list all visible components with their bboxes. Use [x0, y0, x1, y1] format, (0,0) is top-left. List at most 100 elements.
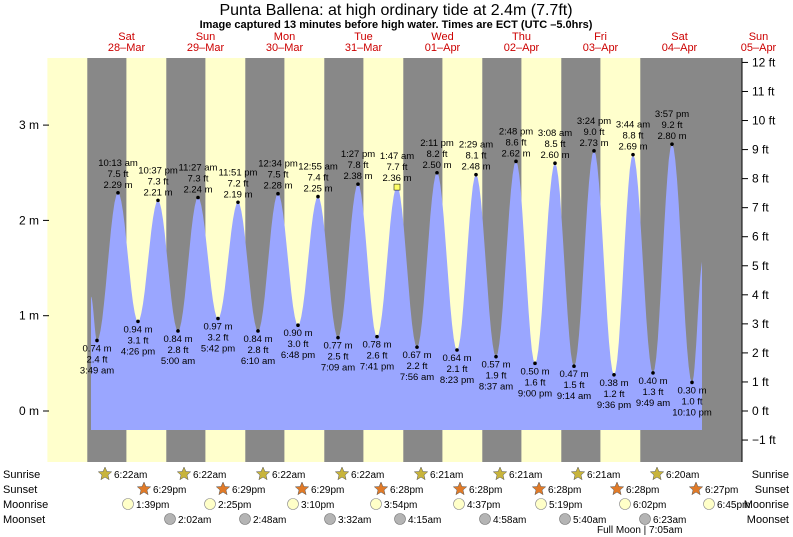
tide-height-ft: 2.8 ft [167, 345, 188, 356]
tide-height-ft: 1.9 ft [485, 371, 506, 382]
tide-height-m: 2.28 m [263, 181, 292, 192]
tide-height-ft: 7.4 ft [307, 173, 328, 184]
moonset-time: 2:48am [253, 515, 286, 526]
sunset-icon [373, 481, 389, 496]
chart-subtitle: Image captured 13 minutes before high wa… [200, 19, 593, 31]
left-axis-label: 2 m [19, 213, 39, 227]
day-name: Fri [594, 31, 607, 43]
tide-height-ft: 2.8 ft [247, 345, 268, 356]
low-tide-label: 0.40 m1.3 ft9:49 am [636, 371, 670, 409]
chart-title: Punta Ballena: at high ordinary tide at … [219, 2, 572, 19]
moonset-icon [239, 513, 251, 525]
axes: 0 m 1 m 2 m 3 m −1 ft 0 ft 1 ft 2 ft 3 ft 4 ft 5 f… [19, 55, 776, 462]
sunrise-icon [492, 466, 508, 481]
tide-height-ft: 2.5 ft [327, 352, 348, 363]
moonrise-time: 3:54pm [384, 500, 417, 511]
tide-time: 3:44 am [616, 120, 650, 131]
day-name: Sat [118, 31, 135, 43]
low-tide-label: 0.78 m2.6 ft7:41 pm [360, 334, 394, 373]
tide-height-ft: 2.4 ft [86, 354, 107, 365]
day-date: 05–Apr [741, 42, 777, 54]
tide-height-m: 0.74 m [82, 343, 111, 354]
sunrise-time: 6:22am [114, 470, 147, 481]
tide-height-m: 2.73 m [579, 138, 608, 149]
tide-point [494, 354, 498, 359]
sunrise-icon [176, 466, 192, 481]
sunset-time: 6:29pm [232, 485, 265, 496]
tide-time: 9:14 am [557, 391, 591, 402]
tide-time: 8:23 pm [440, 375, 474, 386]
tide-time: 7:56 am [400, 372, 434, 383]
sunrise-time: 6:21am [587, 470, 620, 481]
sunset-icon [136, 481, 152, 496]
day-date: 01–Apr [425, 42, 461, 54]
moonset-icon [559, 513, 571, 525]
moonrise-icon [619, 498, 631, 510]
tide-time: 3:57 pm [655, 109, 689, 120]
tide-height-m: 2.60 m [540, 150, 569, 161]
moonrise-time: 5:19pm [549, 500, 582, 511]
tide-height-ft: 7.7 ft [386, 162, 407, 173]
right-axis-label: 9 ft [752, 143, 769, 157]
row-label-left: Moonrise [3, 499, 48, 511]
high-tide-label: 2:11 pm8.2 ft2.50 m [420, 138, 454, 175]
tide-point [572, 364, 576, 369]
tide-point [375, 334, 379, 339]
sunset-icon [452, 481, 468, 496]
tide-height-m: 2.24 m [183, 185, 212, 196]
low-tide-label: 0.77 m2.5 ft7:09 am [321, 335, 355, 374]
tide-time: 10:13 am [98, 158, 138, 169]
right-axis-label: 8 ft [752, 172, 769, 186]
moonrise-icon [703, 498, 715, 510]
tide-height-m: 0.77 m [323, 341, 352, 352]
row-label-right: Moonset [747, 514, 789, 526]
tide-point [136, 319, 140, 324]
sunrise-time: 6:22am [351, 470, 384, 481]
tide-height-m: 0.47 m [559, 369, 588, 380]
sunrise-time: 6:20am [666, 470, 699, 481]
high-tide-label: 12:34 pm7.5 ft2.28 m [258, 159, 298, 196]
sunrise-time: 6:21am [509, 470, 542, 481]
tide-time: 9:49 am [636, 398, 670, 409]
high-tide-label: 3:24 pm9.0 ft2.73 m [577, 116, 611, 153]
low-tide-label: 0.64 m2.1 ft8:23 pm [440, 348, 474, 386]
moonrise-icon [122, 498, 134, 510]
tide-point [116, 190, 120, 195]
tide-height-ft: 2.6 ft [366, 351, 387, 362]
tide-point [455, 348, 459, 352]
moonrise-time: 1:39pm [136, 500, 169, 511]
sunset-time: 6:28pm [390, 485, 423, 496]
tide-point [196, 195, 200, 200]
moonset-icon [479, 513, 491, 525]
left-axis-label: 1 m [19, 309, 39, 323]
moonset-time: 6:23am [653, 515, 686, 526]
moonset-icon [324, 513, 336, 525]
low-tide-label: 0.74 m2.4 ft3:49 am [80, 338, 114, 376]
tide-height-ft: 1.3 ft [642, 387, 663, 398]
moonrise-time: 6:02pm [633, 500, 666, 511]
sunset-icon [531, 481, 547, 496]
tide-point [276, 191, 280, 196]
tide-time: 6:48 pm [281, 350, 315, 361]
tide-height-m: 0.97 m [203, 322, 232, 333]
row-label-left: Sunrise [3, 469, 40, 481]
right-axis-label: 7 ft [752, 201, 769, 215]
high-tide-label: 10:37 pm7.3 ft2.21 m [138, 165, 178, 203]
low-tide-label: 0.67 m2.2 ft7:56 am [400, 345, 434, 383]
tide-area [91, 144, 702, 431]
tide-time: 11:27 am [179, 163, 218, 174]
day-name: Thu [512, 31, 531, 43]
right-axis-label: 3 ft [752, 317, 769, 331]
sunset-time: 6:28pm [626, 485, 659, 496]
low-tide-label: 0.84 m2.8 ft6:10 am [241, 329, 275, 367]
tide-height-m: 0.64 m [442, 353, 471, 364]
tide-point [592, 149, 596, 153]
moonrise-icon [453, 498, 465, 510]
row-label-left: Sunset [3, 484, 37, 496]
tide-height-m: 0.40 m [638, 376, 667, 387]
tide-height-m: 0.84 m [243, 334, 272, 345]
tide-height-ft: 3.0 ft [287, 339, 308, 350]
